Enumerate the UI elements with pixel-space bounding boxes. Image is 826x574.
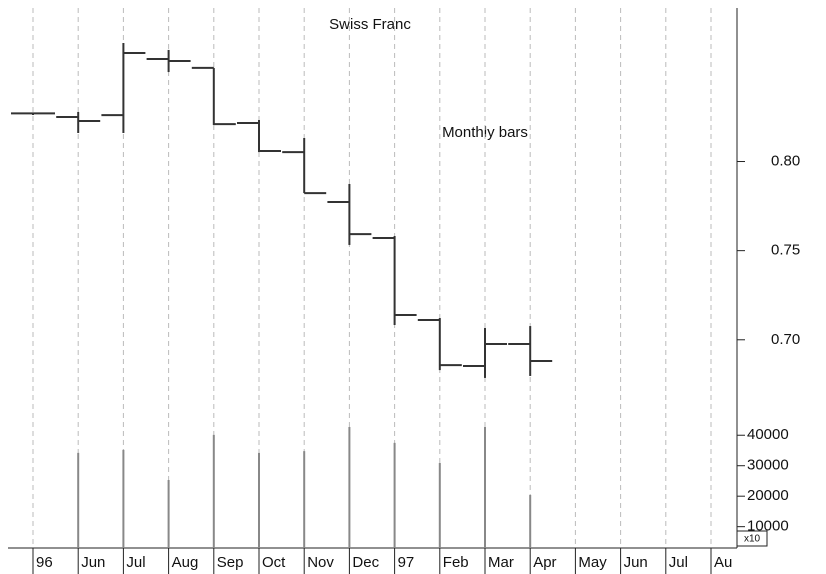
y2-tick-label: 30000 — [747, 457, 789, 474]
chart-title: Swiss Franc — [329, 16, 411, 33]
multiplier-label: x10 — [744, 534, 761, 545]
y-tick-label: 0.75 — [771, 242, 800, 259]
x-tick-label: Sep — [217, 554, 244, 571]
x-tick-label: 97 — [398, 554, 415, 571]
y2-tick-label: 40000 — [747, 426, 789, 443]
x-tick-label: Nov — [307, 554, 334, 571]
x-tick-label: May — [578, 554, 607, 571]
x-tick-label: Jul — [669, 554, 688, 571]
y2-tick-label: 10000 — [747, 518, 789, 535]
x-tick-label: Aug — [172, 554, 199, 571]
annotation: Monthly bars — [442, 124, 528, 141]
x-tick-label: Dec — [352, 554, 379, 571]
x-tick-label: Apr — [533, 554, 556, 571]
x-tick-label: Feb — [443, 554, 469, 571]
x-tick-label: Jul — [126, 554, 145, 571]
x-tick-label: Jun — [624, 554, 648, 571]
y2-tick-label: 20000 — [747, 487, 789, 504]
x-tick-label: Mar — [488, 554, 514, 571]
y-tick-label: 0.80 — [771, 152, 800, 169]
y-tick-label: 0.70 — [771, 331, 800, 348]
x-tick-label: Oct — [262, 554, 286, 571]
x-tick-label: Au — [714, 554, 732, 571]
x-tick-label: 96 — [36, 554, 53, 571]
x-tick-label: Jun — [81, 554, 105, 571]
multiplier-box — [736, 530, 768, 547]
